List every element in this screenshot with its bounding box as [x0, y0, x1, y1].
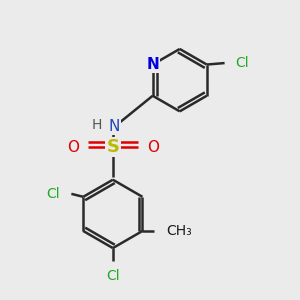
- Text: H: H: [92, 118, 102, 132]
- Text: CH₃: CH₃: [166, 224, 192, 238]
- Text: N: N: [146, 57, 159, 72]
- Text: O: O: [67, 140, 79, 154]
- Text: S: S: [106, 138, 119, 156]
- Text: Cl: Cl: [46, 187, 59, 201]
- Text: N: N: [109, 119, 120, 134]
- Text: Cl: Cl: [106, 269, 120, 283]
- Text: Cl: Cl: [235, 56, 249, 70]
- Text: O: O: [147, 140, 159, 154]
